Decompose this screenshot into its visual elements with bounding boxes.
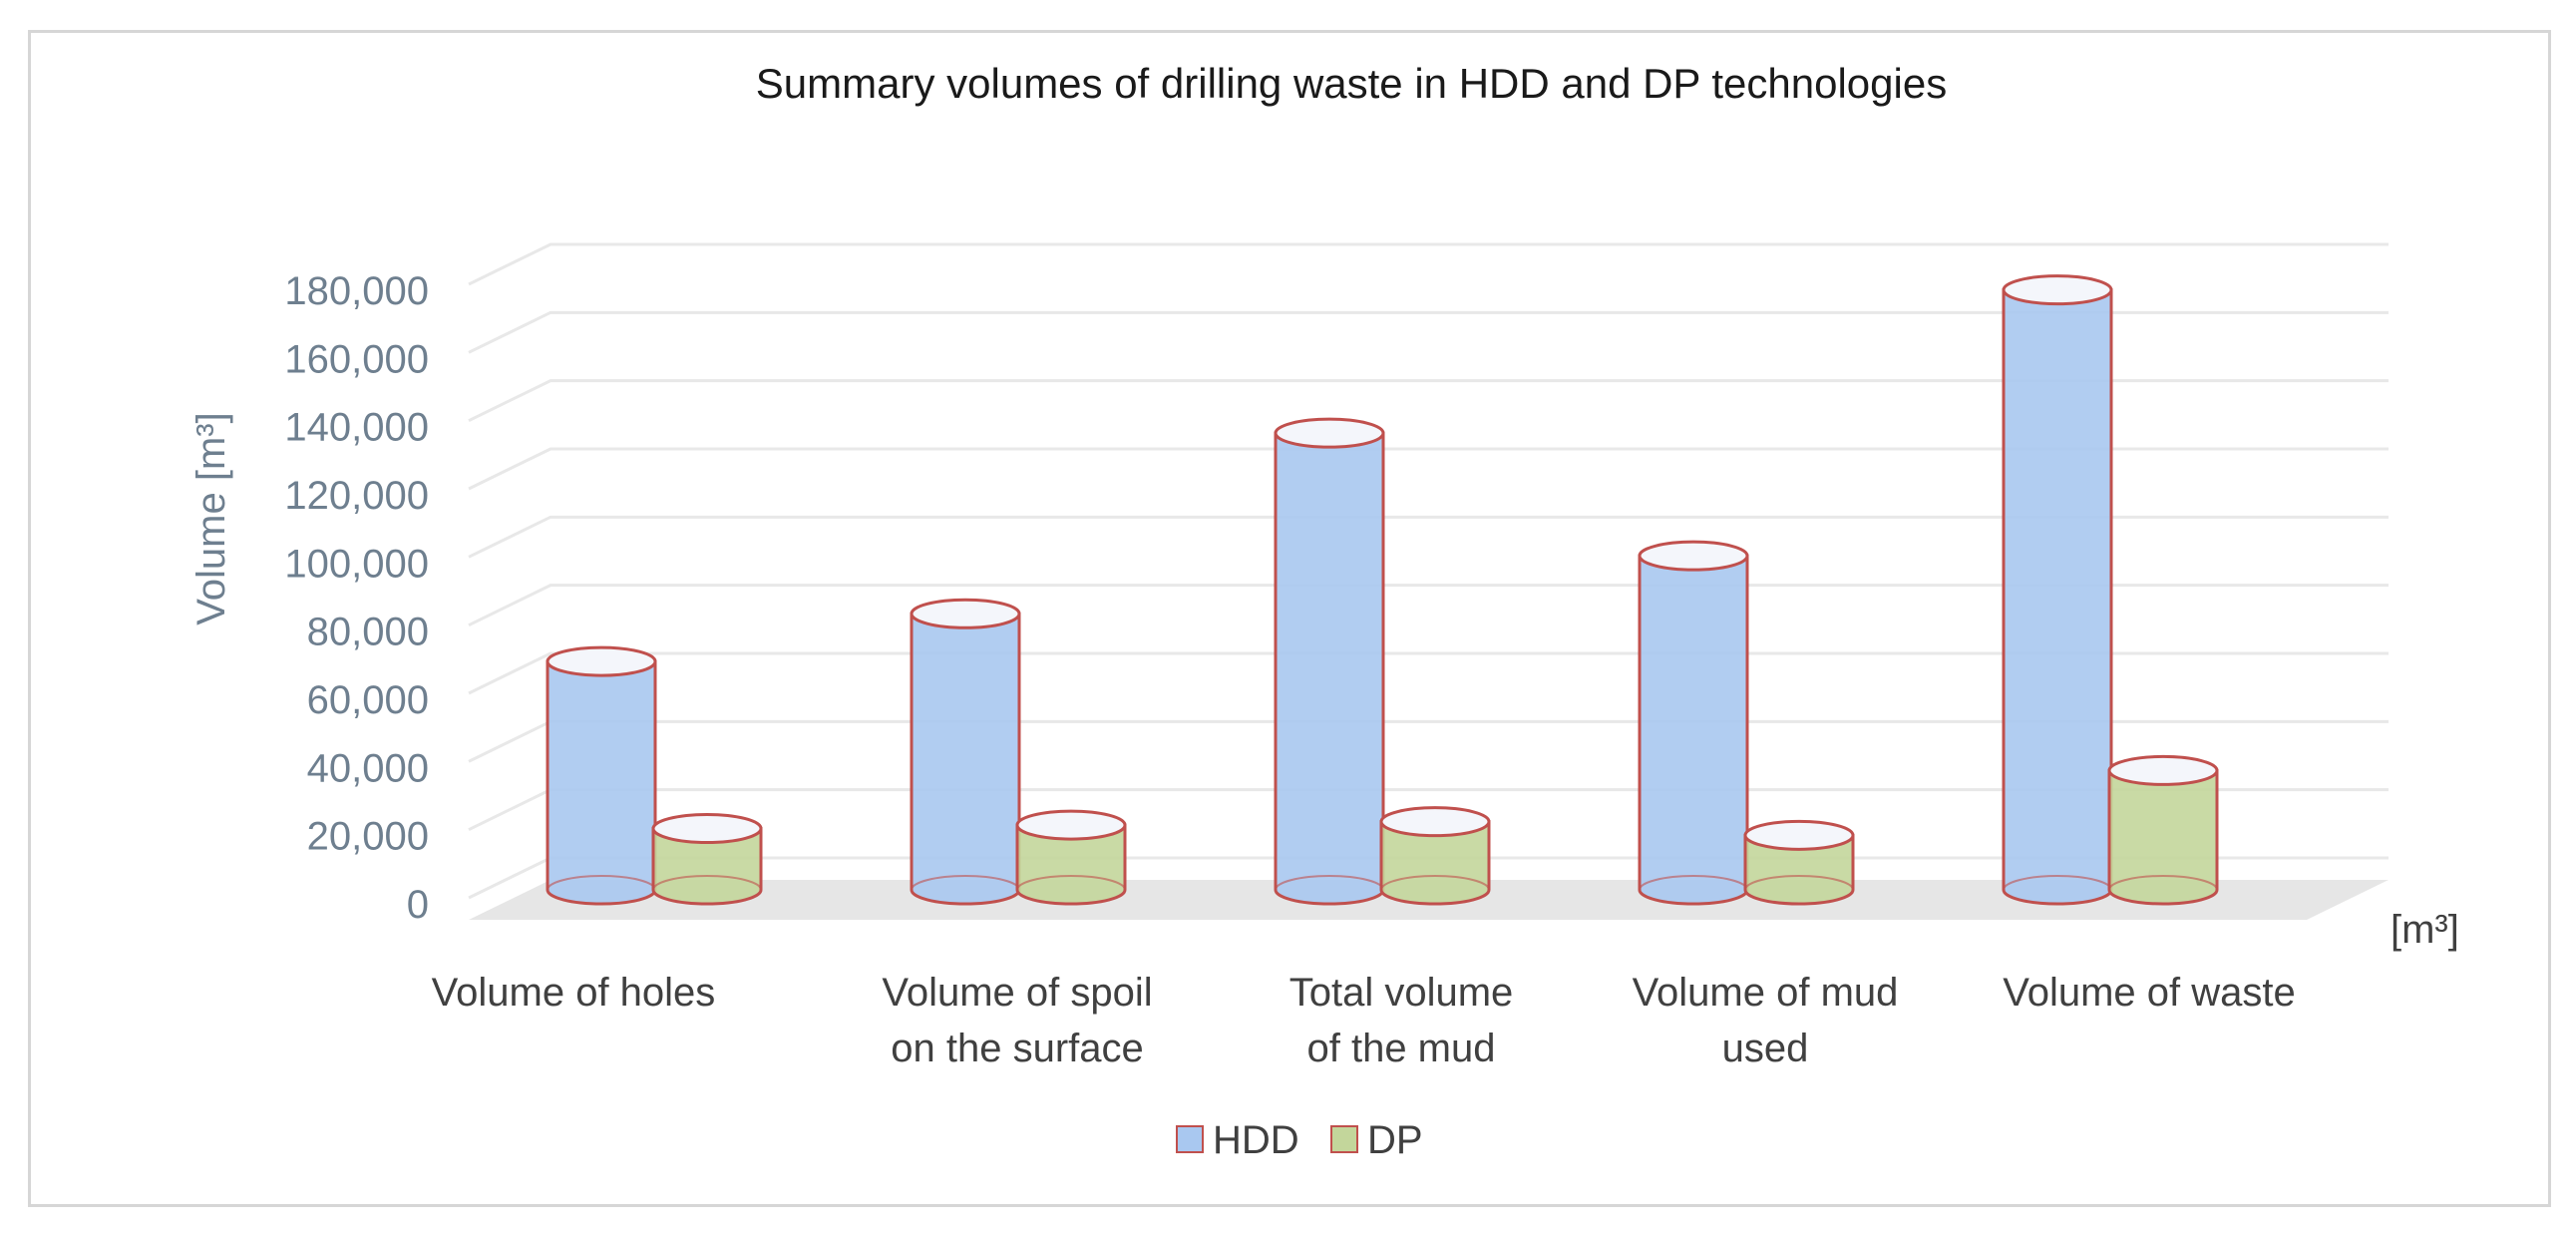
bar-dp-4	[2107, 754, 2219, 906]
y-tick-label: 80,000	[307, 611, 429, 654]
gridline	[468, 651, 2389, 695]
chart-title: Summary volumes of drilling waste in HDD…	[756, 60, 1947, 107]
y-tick-label: 160,000	[284, 337, 429, 381]
x-category-label: Volume of holes	[432, 971, 716, 1015]
bar-hdd-1	[910, 598, 1021, 906]
bar-body	[546, 659, 657, 906]
bar-base-edge	[1744, 875, 1854, 891]
bar-cap	[1638, 540, 1749, 572]
bar-dp-3	[1743, 819, 1855, 906]
bar-base-edge	[1016, 875, 1126, 891]
gridline	[468, 447, 2389, 491]
y-axis-ticks: 0 20,000 40,000 60,000 80,000 100,000 120,000 1…	[284, 269, 429, 927]
bar-cap	[1743, 819, 1855, 851]
y-tick-label: 180,000	[284, 269, 429, 313]
bar-cap	[546, 645, 657, 677]
y-tick-label: 20,000	[307, 815, 429, 859]
bar-base-edge	[911, 875, 1020, 891]
bar-body	[2002, 288, 2113, 906]
bar-body	[1274, 431, 1385, 906]
bar-base-edge	[1380, 875, 1490, 891]
y-tick-label: 140,000	[284, 406, 429, 450]
bar-base-edge	[2108, 875, 2218, 891]
bar-base-edge	[1275, 875, 1384, 891]
bar-hdd-0	[546, 645, 657, 906]
y-tick-label: 100,000	[284, 542, 429, 586]
bar-hdd-4	[2002, 274, 2113, 906]
gridline	[468, 379, 2389, 423]
x-category-label: Volume of mud used	[1633, 971, 1899, 1070]
bar-hdd-2	[1274, 417, 1385, 906]
bar-cap	[2107, 754, 2219, 786]
bar-dp-1	[1015, 809, 1127, 906]
gridline	[468, 515, 2389, 559]
y-tick-label: 0	[407, 883, 429, 927]
bar-dp-2	[1379, 806, 1491, 906]
bar-body	[1379, 820, 1491, 906]
gridline	[468, 242, 2389, 286]
legend-label-hdd: HDD	[1213, 1118, 1299, 1162]
x-axis-labels: Volume of holes Volume of spoil on the sur…	[432, 971, 2296, 1070]
legend: HDD DP	[1176, 1118, 1423, 1162]
y-axis-title: Volume [m³]	[189, 412, 233, 624]
bar-base-edge	[652, 875, 762, 891]
bar-body	[1743, 833, 1855, 906]
legend-swatch-dp	[1330, 1125, 1358, 1153]
gridline	[468, 584, 2389, 627]
bar-base-edge	[547, 875, 656, 891]
bars	[546, 274, 2219, 906]
y-tick-label: 120,000	[284, 474, 429, 518]
bar-base-edge	[2003, 875, 2112, 891]
bar-body	[910, 612, 1021, 906]
bar-body	[1015, 823, 1127, 906]
bar-cap	[910, 598, 1021, 629]
y-tick-label: 60,000	[307, 678, 429, 722]
bar-cap	[1379, 806, 1491, 838]
x-category-label: Volume of spoil on the surface	[882, 971, 1152, 1070]
bar-base-edge	[1639, 875, 1748, 891]
bar-body	[651, 827, 763, 906]
bar-hdd-3	[1638, 540, 1749, 906]
y-tick-label: 40,000	[307, 746, 429, 790]
legend-swatch-hdd	[1176, 1125, 1204, 1153]
gridline	[468, 310, 2389, 354]
bar-cap	[651, 813, 763, 844]
x-category-label: Total volume of the mud	[1289, 971, 1514, 1070]
x-category-label: Volume of waste	[2003, 971, 2296, 1015]
bar-cap	[1274, 417, 1385, 449]
legend-label-dp: DP	[1367, 1118, 1423, 1162]
bar-cap	[1015, 809, 1127, 841]
bar-cap	[2002, 274, 2113, 306]
bar-body	[2107, 768, 2219, 906]
bar-body	[1638, 554, 1749, 906]
bar-dp-0	[651, 813, 763, 906]
x-axis-unit: [m³]	[2391, 908, 2459, 952]
